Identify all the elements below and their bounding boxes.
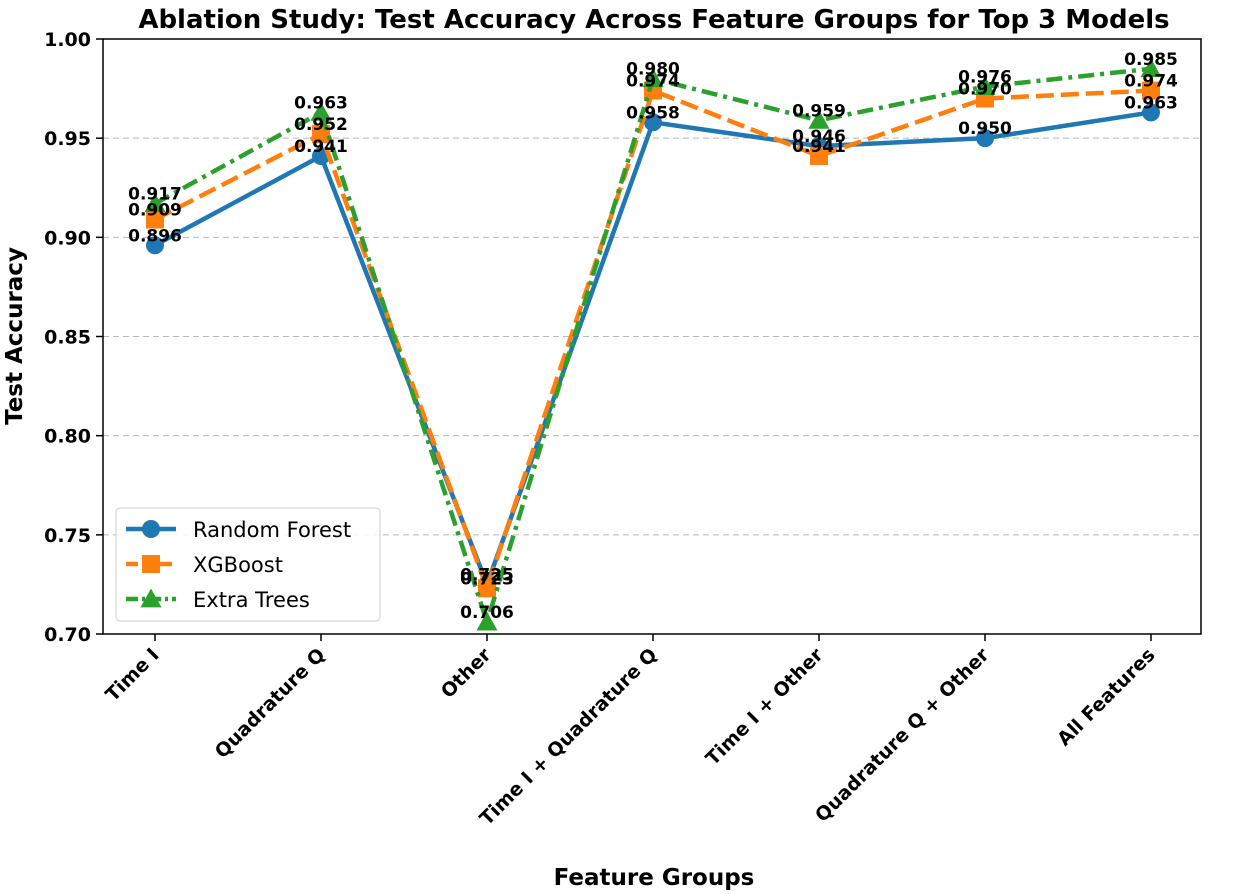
data-label-extra-trees: 0.985 (1124, 50, 1178, 70)
y-tick-label: 0.75 (44, 525, 91, 547)
data-point-extra-trees (642, 68, 664, 88)
axis-ticks: 0.70 0.75 0.80 0.85 0.90 0.95 1.00 Time I Quadra… (44, 29, 1159, 830)
legend-marker-extra-trees (140, 588, 162, 608)
data-point-extra-trees (144, 193, 166, 213)
data-point-xgboost (478, 579, 496, 598)
data-label-xgboost: 0.974 (1124, 72, 1178, 92)
data-point-xgboost (810, 147, 828, 166)
data-label-extra-trees: 0.980 (626, 60, 680, 80)
data-label-random-forest: 0.725 (460, 565, 514, 585)
data-label-extra-trees: 0.976 (958, 68, 1012, 88)
data-label-xgboost: 0.909 (128, 200, 182, 220)
legend-box (115, 507, 381, 622)
grid (103, 137, 1201, 536)
y-tick-label: 0.90 (44, 227, 91, 249)
data-label-random-forest: 0.941 (294, 137, 348, 157)
y-tick-label: 0.85 (44, 327, 91, 349)
legend-marker-xgboost (142, 555, 160, 573)
data-label-random-forest: 0.958 (626, 103, 680, 123)
legend-marker-random-forest (142, 520, 160, 538)
y-axis-label: Test Accuracy (2, 247, 28, 425)
x-tick-label: Time I + Other (702, 644, 828, 770)
data-point-random-forest (146, 236, 164, 255)
x-tick-label: All Features (1053, 644, 1159, 750)
legend-label-xgboost: XGBoost (193, 553, 283, 577)
data-point-extra-trees (808, 109, 830, 129)
data-label-extra-trees: 0.706 (460, 603, 514, 623)
x-tick-label: Quadrature Q (211, 644, 330, 763)
data-label-random-forest: 0.946 (792, 127, 846, 147)
data-point-random-forest (644, 113, 662, 132)
x-tick-label: Time I (101, 644, 163, 706)
data-label-xgboost: 0.970 (958, 80, 1012, 100)
x-tick-label: Other (437, 644, 496, 703)
series-layer (144, 58, 1162, 631)
data-point-random-forest (1142, 103, 1160, 122)
y-tick-label: 1.00 (44, 29, 91, 51)
data-label-xgboost: 0.974 (626, 72, 680, 92)
data-label-random-forest: 0.963 (1124, 93, 1178, 113)
x-tick-label: Quadrature Q + Other (811, 644, 994, 827)
data-label-extra-trees: 0.963 (294, 93, 348, 113)
data-labels: 0.896 0.941 0.725 0.958 0.946 0.950 0.963 0.909… (128, 50, 1178, 623)
data-point-extra-trees (310, 101, 332, 121)
data-label-extra-trees: 0.917 (128, 185, 182, 205)
y-tick-label: 0.95 (44, 128, 91, 150)
x-tick-label: Time I + Quadrature Q (476, 644, 662, 830)
data-point-extra-trees (476, 611, 498, 631)
data-point-random-forest (976, 129, 994, 148)
data-point-xgboost (146, 210, 164, 229)
data-point-xgboost (1142, 81, 1160, 100)
data-point-extra-trees (974, 76, 996, 95)
legend: Random Forest XGBoost Extra Trees (115, 507, 381, 622)
data-label-xgboost: 0.941 (792, 137, 846, 157)
chart-title: Ablation Study: Test Accuracy Across Fea… (138, 5, 1169, 35)
legend-label-extra-trees: Extra Trees (193, 588, 310, 612)
data-label-xgboost: 0.952 (294, 115, 348, 135)
data-label-random-forest: 0.896 (128, 226, 182, 246)
data-label-extra-trees: 0.959 (792, 101, 846, 121)
data-label-random-forest: 0.950 (958, 119, 1012, 139)
data-label-xgboost: 0.723 (460, 569, 514, 589)
y-tick-label: 0.80 (44, 426, 91, 448)
legend-label-random-forest: Random Forest (193, 518, 351, 542)
x-axis-label: Feature Groups (554, 865, 755, 891)
y-tick-label: 0.70 (44, 624, 91, 646)
data-point-extra-trees (1140, 58, 1162, 78)
